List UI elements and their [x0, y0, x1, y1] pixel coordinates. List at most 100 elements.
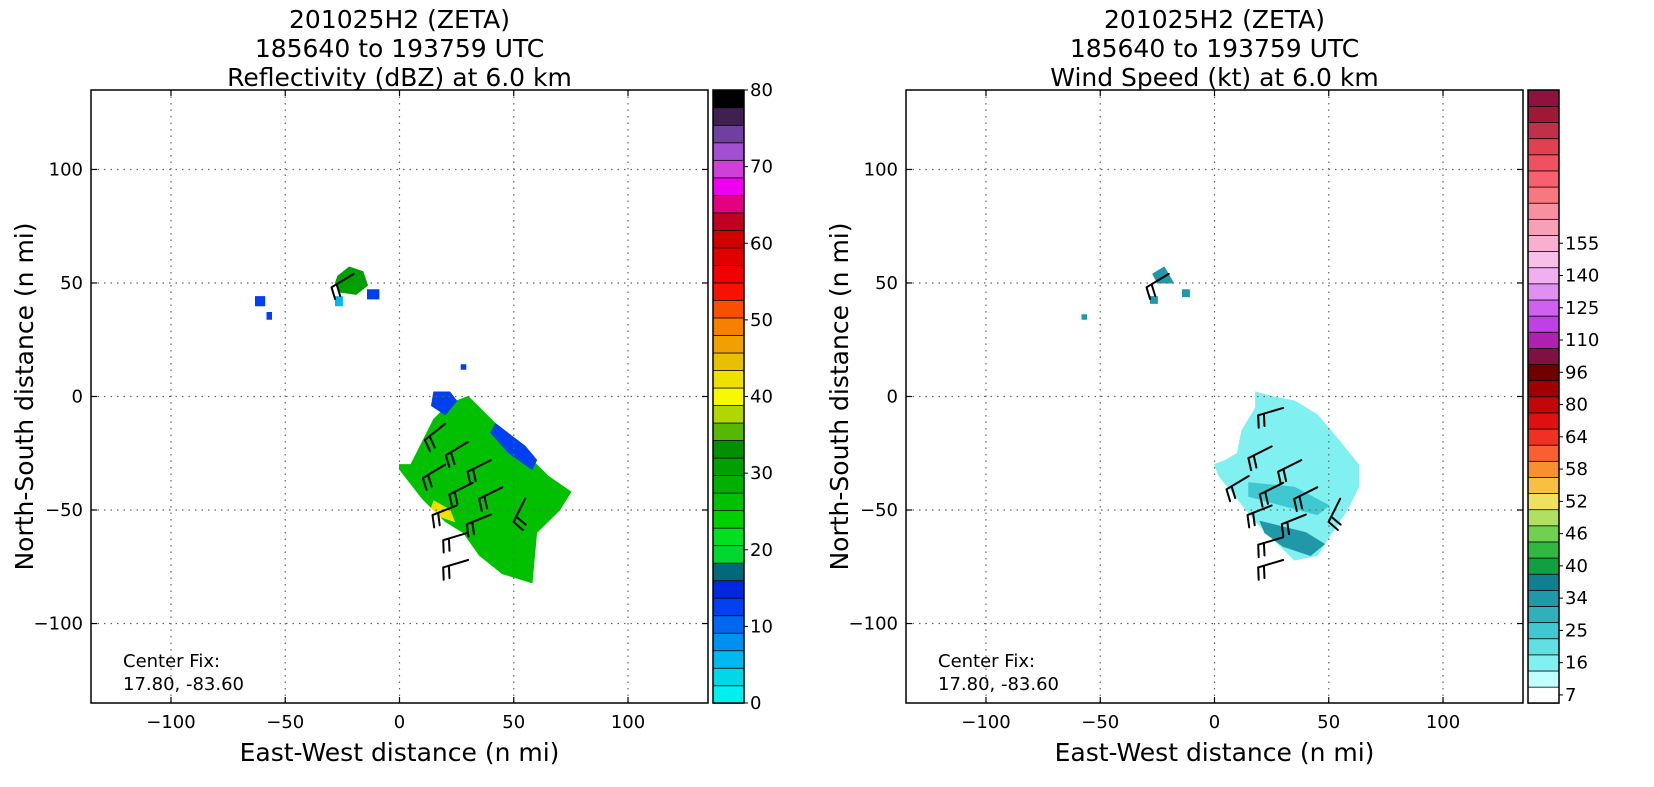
colorbar-swatch	[1527, 121, 1560, 140]
wind-barb	[444, 440, 470, 469]
colorbar-tick-label: 140	[1565, 266, 1599, 287]
colorbar-swatch	[1527, 299, 1560, 317]
colorbar-swatch	[712, 124, 745, 144]
data-region-main-wind-polygon	[1213, 391, 1359, 561]
colorbar-swatch	[712, 89, 745, 109]
colorbar-tick-label: 155	[1565, 233, 1599, 254]
colorbar-swatch	[1527, 670, 1560, 688]
colorbar-swatch	[712, 264, 745, 284]
wind-barbs	[330, 272, 527, 581]
colorbar-tick-label: 40	[750, 387, 773, 408]
colorbar-tick-label: 20	[750, 540, 773, 561]
y-axis-label: North-South distance (n mi)	[825, 222, 854, 570]
wind-barb	[1145, 272, 1170, 301]
colorbar-tick-label: 80	[750, 80, 773, 101]
colorbar-swatch	[1527, 605, 1560, 624]
colorbar-frame	[1527, 89, 1560, 704]
colorbar-swatch	[1527, 89, 1560, 107]
x-tick-label: −100	[146, 712, 195, 733]
colorbar-tick-label: 40	[1565, 556, 1588, 577]
y-tick-label: 0	[72, 387, 83, 408]
wind-barb	[1246, 504, 1273, 529]
colorbar-swatch	[1527, 573, 1560, 591]
colorbar-swatch	[1527, 267, 1560, 285]
x-axis-label: East-West distance (n mi)	[240, 738, 560, 767]
x-tick-label: 100	[611, 712, 645, 733]
colorbar-swatch	[1527, 379, 1560, 398]
colorbar-swatch	[712, 474, 745, 494]
wind-barb	[442, 559, 470, 581]
colorbar-swatch	[712, 632, 745, 652]
colorbar-swatch	[712, 685, 745, 704]
colorbar-swatch	[712, 229, 745, 249]
colorbar-swatch	[712, 352, 745, 371]
colorbar-tick-label: 96	[1565, 362, 1588, 383]
colorbar-swatch	[712, 615, 745, 634]
colorbar-tick-label: 46	[1565, 524, 1588, 545]
wind-barbs	[1145, 272, 1342, 581]
data-region-speck-c	[335, 296, 343, 307]
colorbar-swatch	[1527, 283, 1560, 301]
colorbar-tick-label: 30	[750, 463, 773, 484]
wind-speed-panel: 201025H2 (ZETA)185640 to 193759 UTCWind …	[825, 5, 1599, 767]
colorbar-tick-label: 52	[1565, 491, 1588, 512]
y-tick-label: 0	[887, 387, 898, 408]
colorbar-swatch	[712, 317, 745, 336]
center-fix-label: Center Fix:	[938, 651, 1035, 672]
data-region-speck-e	[460, 364, 467, 370]
wind-barb	[1247, 445, 1273, 472]
colorbar-swatch	[712, 580, 745, 599]
colorbar-swatch	[1527, 250, 1560, 269]
data-region-blue-fringe-north	[430, 391, 458, 416]
colorbar-swatch	[712, 282, 745, 301]
wind-barb	[423, 422, 447, 453]
x-axis-label: East-West distance (n mi)	[1055, 738, 1375, 767]
y-tick-label: 50	[875, 273, 898, 294]
colorbar-swatch	[1527, 557, 1560, 575]
wind-barb	[466, 459, 492, 485]
colorbar-tick-label: 125	[1565, 298, 1599, 319]
colorbar-swatch	[712, 107, 745, 126]
data-region-speck-d	[367, 289, 380, 300]
colorbar-swatch	[712, 247, 745, 266]
chart-title-line-1: 201025H2 (ZETA)	[289, 5, 510, 34]
data-layer	[255, 266, 572, 584]
wind-barb	[448, 481, 474, 508]
colorbar-tick-label: 7	[1565, 685, 1576, 706]
wind-barb	[478, 486, 504, 512]
y-tick-label: −100	[34, 614, 83, 635]
colorbar-swatch	[712, 527, 745, 547]
colorbar-tick-label: 10	[750, 616, 773, 637]
wind-barb	[431, 504, 458, 529]
colorbar-tick-label: 0	[750, 693, 761, 714]
wind-barb	[1280, 513, 1307, 538]
data-region-speck-b	[266, 312, 272, 320]
x-tick-label: 50	[502, 712, 525, 733]
colorbar-swatch	[712, 597, 745, 617]
colorbar-swatch	[1527, 621, 1560, 640]
data-region-speck-b	[1150, 296, 1158, 304]
y-tick-label: 50	[60, 273, 83, 294]
colorbar-swatch	[1527, 654, 1560, 672]
x-tick-label: 0	[1209, 712, 1220, 733]
colorbar-swatch	[1527, 234, 1560, 253]
center-fix-label: Center Fix:	[123, 651, 220, 672]
colorbar-swatch	[712, 142, 745, 161]
colorbar-swatch	[1527, 154, 1560, 172]
colorbar-swatch	[1527, 105, 1560, 123]
colorbar-swatch	[1527, 492, 1560, 511]
colorbar-swatch	[1527, 186, 1560, 204]
wind-barb	[465, 513, 492, 538]
wind-barb	[1257, 559, 1285, 581]
colorbar-swatch	[1527, 444, 1560, 462]
colorbar-swatch	[1527, 315, 1560, 333]
colorbar-swatch	[1527, 396, 1560, 414]
x-tick-label: 100	[1426, 712, 1460, 733]
colorbar-swatch	[1527, 525, 1560, 543]
y-axis-label: North-South distance (n mi)	[10, 222, 39, 570]
colorbar-swatch	[1527, 541, 1560, 559]
x-tick-label: −50	[266, 712, 304, 733]
x-tick-label: 50	[1317, 712, 1340, 733]
reflectivity-panel: 201025H2 (ZETA)185640 to 193759 UTCRefle…	[10, 5, 773, 767]
